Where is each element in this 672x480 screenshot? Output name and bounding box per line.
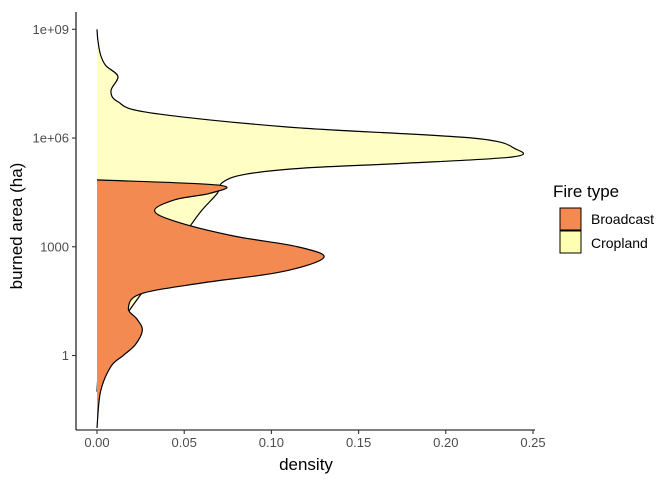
y-tick-label: 1e+06 [32, 131, 69, 146]
legend-swatch-broadcast [559, 207, 582, 231]
density-outline-broadcast [96, 179, 325, 429]
legend-label-broadcast: Broadcast [591, 211, 654, 227]
x-tick-label: 0.20 [433, 435, 458, 450]
x-tick-label: 0.25 [520, 435, 545, 450]
x-axis-title: density [279, 455, 333, 474]
x-tick-label: 0.05 [172, 435, 197, 450]
legend-swatch-cropland [559, 230, 582, 254]
y-axis-ticks: 1 1000 1e+06 1e+09 [32, 22, 76, 363]
density-outline-cropland [96, 29, 525, 392]
x-tick-label: 0.00 [84, 435, 109, 450]
series-layer [96, 29, 525, 429]
y-tick-label: 1000 [40, 239, 69, 254]
legend: Fire type Broadcast Cropland [553, 182, 654, 254]
y-tick-label: 1 [62, 348, 69, 363]
y-axis-title: burned area (ha) [7, 163, 26, 290]
legend-label-cropland: Cropland [591, 235, 648, 251]
x-tick-label: 0.15 [346, 435, 371, 450]
x-tick-label: 0.10 [259, 435, 284, 450]
legend-title: Fire type [553, 182, 619, 201]
x-axis-ticks: 0.00 0.05 0.10 0.15 0.20 0.25 [84, 430, 546, 450]
y-tick-label: 1e+09 [32, 22, 69, 37]
density-area-cropland [97, 29, 524, 392]
